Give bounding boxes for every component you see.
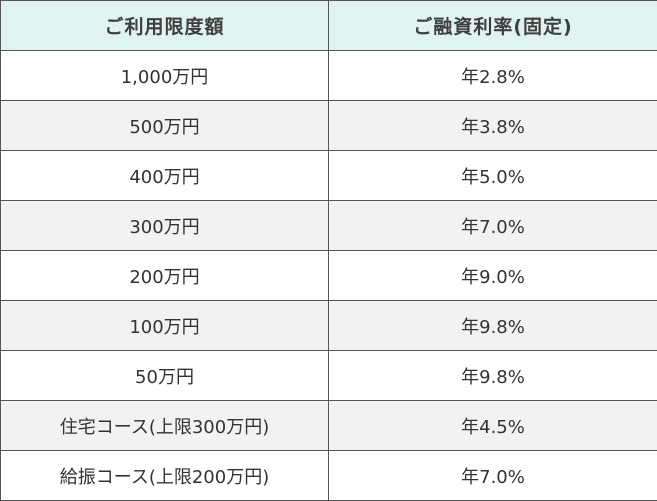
table-row: 1,000万円 年2.8%: [0, 50, 657, 101]
limit-cell: 1,000万円: [0, 50, 329, 101]
limit-cell: 300万円: [0, 200, 329, 251]
rate-cell: 年7.0%: [328, 200, 657, 251]
header-row: ご利用限度額 ご融資利率(固定): [0, 0, 657, 51]
limit-cell: 500万円: [0, 100, 329, 151]
limit-cell: 400万円: [0, 150, 329, 201]
rate-cell: 年2.8%: [328, 50, 657, 101]
table-header: ご利用限度額 ご融資利率(固定): [0, 0, 657, 51]
table-body: 1,000万円 年2.8% 500万円 年3.8% 400万円 年5.0% 30…: [0, 50, 657, 501]
rate-cell: 年3.8%: [328, 100, 657, 151]
rate-cell: 年9.8%: [328, 300, 657, 351]
rate-cell: 年5.0%: [328, 150, 657, 201]
table-row: 500万円 年3.8%: [0, 100, 657, 151]
table-row: 100万円 年9.8%: [0, 300, 657, 351]
limit-cell: 200万円: [0, 250, 329, 301]
table-row: 住宅コース(上限300万円) 年4.5%: [0, 400, 657, 451]
limit-cell: 100万円: [0, 300, 329, 351]
header-rate: ご融資利率(固定): [328, 0, 657, 51]
rate-cell: 年9.0%: [328, 250, 657, 301]
rate-cell: 年9.8%: [328, 350, 657, 401]
rate-cell: 年4.5%: [328, 400, 657, 451]
table-row: 200万円 年9.0%: [0, 250, 657, 301]
limit-cell: 50万円: [0, 350, 329, 401]
table-row: 400万円 年5.0%: [0, 150, 657, 201]
rate-cell: 年7.0%: [328, 450, 657, 501]
limit-cell: 給振コース(上限200万円): [0, 450, 329, 501]
table-row: 50万円 年9.8%: [0, 350, 657, 401]
table-row: 300万円 年7.0%: [0, 200, 657, 251]
header-limit: ご利用限度額: [0, 0, 329, 51]
table-row: 給振コース(上限200万円) 年7.0%: [0, 450, 657, 501]
limit-cell: 住宅コース(上限300万円): [0, 400, 329, 451]
